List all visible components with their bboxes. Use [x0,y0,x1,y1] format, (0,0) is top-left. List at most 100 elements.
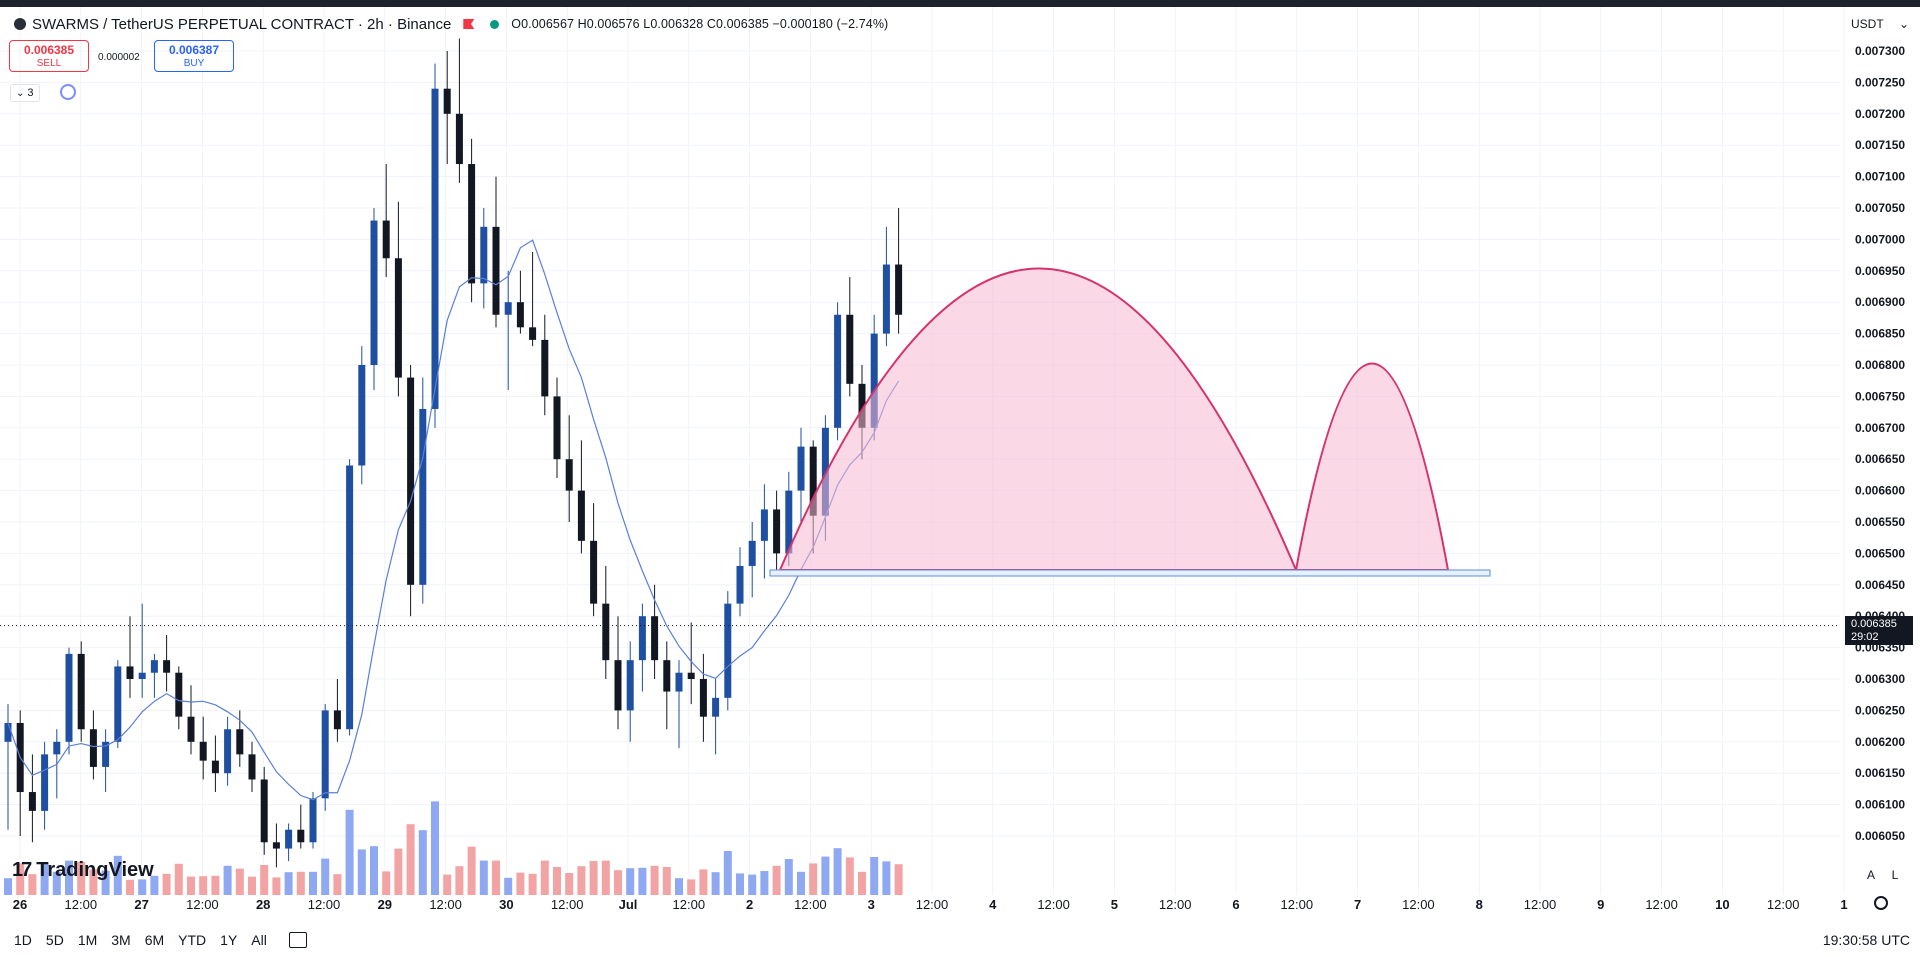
utc-clock[interactable]: 19:30:58 UTC [1822,931,1910,948]
candle-body [895,264,903,315]
candle-body [370,220,378,365]
tradingview-logo[interactable]: 17 TradingView [12,859,154,882]
volume-bar [650,865,659,895]
candle-body [882,264,890,334]
calendar-icon[interactable] [288,931,307,948]
volume-bar [723,851,732,895]
symbol-title[interactable]: SWARMS / TetherUS PERPETUAL CONTRACT · 2… [32,15,452,33]
candle-body [65,653,73,742]
current-price: 0.006385 [1851,618,1897,630]
volume-bar [89,869,98,895]
sell-label: SELL [36,58,62,69]
sell-button[interactable]: 0.006385 SELL [9,40,89,72]
high-value: H0.006576 [577,17,640,31]
volume-bar [272,877,281,895]
timeframe-3m[interactable]: 3M [111,931,131,948]
price-axis-label: 0.006900 [1855,295,1905,309]
price-axis-label: 0.007300 [1855,44,1905,58]
rounded-top-pattern [778,267,1298,571]
sync-icon[interactable] [60,84,76,100]
candle-body [724,603,732,698]
candle-body [797,446,805,491]
log-scale-button[interactable]: L [1891,868,1899,882]
candle-body [443,88,451,114]
volume-bar [394,848,403,895]
price-axis-label: 0.006200 [1855,735,1905,749]
volume-bar [382,871,391,895]
auto-scale-button[interactable]: A [1866,868,1875,882]
volume-bar [553,867,561,895]
volume-bar [150,875,159,895]
chevron-down-icon: ⌄ [1898,17,1909,31]
symbol-header: SWARMS / TetherUS PERPETUAL CONTRACT · 2… [14,14,888,34]
volume-bar [467,846,476,895]
currency-selector[interactable]: USDT ⌄ [1845,14,1915,34]
candle-body [748,540,756,566]
candle-body [272,842,280,849]
timeframe-5d[interactable]: 5D [45,931,64,948]
volume-bar [309,871,317,895]
price-axis-label: 0.007150 [1855,138,1905,152]
time-axis-label: 12:00 [308,897,341,912]
price-axis-label: 0.006300 [1855,672,1905,686]
volume-bar [260,865,269,895]
candle-body [590,540,598,604]
timeframe-1d[interactable]: 1D [14,931,32,948]
currency-label: USDT [1851,17,1884,31]
indicators-toggle[interactable]: ⌄ 3 [10,84,40,102]
buy-button[interactable]: 0.006387 BUY [154,40,234,72]
candle-body [394,258,402,378]
candle-body [187,716,195,742]
volume-bar [711,872,720,895]
volume-bar [589,861,598,895]
volume-bar [16,863,25,895]
candle-body [577,490,585,541]
timeframe-buttons: 1D 5D 1M 3M 6M YTD 1Y All [14,932,267,948]
time-axis-label: 27 [134,897,148,912]
volume-bar [858,871,866,895]
price-axis-label: 0.006150 [1855,766,1905,780]
candle-body [358,365,366,466]
volume-bar [235,868,244,895]
candle-body [211,760,219,774]
price-axis-label: 0.006450 [1855,578,1905,592]
price-axis-label: 0.006800 [1855,358,1905,372]
volume-bar [699,869,708,895]
volume-bar [540,860,549,895]
price-axis-label: 0.006250 [1855,703,1905,717]
candle-body [773,509,781,554]
candle-body [199,741,207,761]
volume-bar [321,858,330,895]
price-chart[interactable]: 0.007300 0.007250 0.007200 0.007150 0.007100… [0,7,1920,919]
timeframe-1m[interactable]: 1M [77,931,98,948]
candle-body [651,616,659,661]
timeframe-ytd[interactable]: YTD [178,931,207,948]
bottom-toolbar: 1D 5D 1M 3M 6M YTD 1Y All 19:30:58 UTC [0,922,1920,957]
candle-body [382,220,390,259]
moving-average-line [7,239,900,801]
time-axis-label: 12:00 [1037,897,1070,912]
volume-bar [431,801,439,895]
candle-body [102,741,110,767]
top-bar [0,0,1920,7]
volume-bar [65,860,73,895]
price-axis-label: 0.006050 [1855,829,1905,843]
volume-bar [443,874,452,895]
volume-bar [296,871,305,895]
volume-bar [174,863,183,895]
timeframe-all[interactable]: All [251,931,267,948]
time-axis-label: 30 [499,897,513,912]
price-axis-label: 0.006100 [1855,798,1905,812]
time-axis-label: 2 [746,897,753,912]
volume-bar [199,876,208,895]
volume-bar [565,873,574,895]
timeframe-1y[interactable]: 1Y [220,931,238,948]
time-axis-label: 12:00 [794,897,827,912]
candle-body [663,660,671,692]
gear-icon[interactable] [1874,896,1888,910]
candle-body [175,672,183,717]
timeframe-6m[interactable]: 6M [144,931,165,948]
flag-icon[interactable] [463,19,475,29]
candle-body [687,672,695,679]
candle-body [492,226,500,315]
